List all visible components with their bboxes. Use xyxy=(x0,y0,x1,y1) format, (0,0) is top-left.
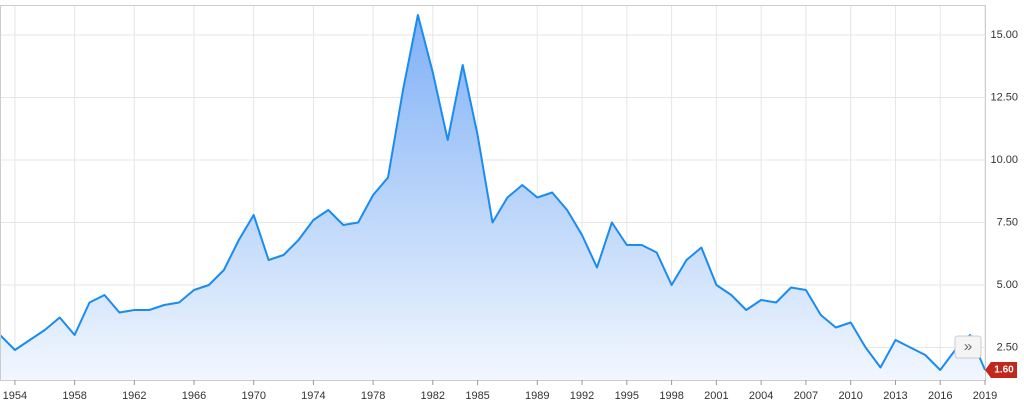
x-tick-label: 1989 xyxy=(525,390,549,402)
y-tick-label: 5.00 xyxy=(997,279,1018,291)
x-tick-label: 1962 xyxy=(122,390,146,402)
x-tick-label: 1992 xyxy=(570,390,594,402)
area xyxy=(0,15,985,380)
x-tick-label: 1974 xyxy=(301,390,325,402)
x-tick-label: 1958 xyxy=(62,390,86,402)
x-tick-label: 2016 xyxy=(928,390,952,402)
x-tick-label: 2013 xyxy=(883,390,907,402)
x-tick-label: 1985 xyxy=(465,390,489,402)
y-tick-label: 2.50 xyxy=(997,341,1018,353)
x-tick-label: 1954 xyxy=(3,390,27,402)
x-tick-label: 1998 xyxy=(659,390,683,402)
scroll-button[interactable]: » xyxy=(954,335,982,359)
x-tick-label: 2010 xyxy=(838,390,862,402)
value-badge xyxy=(985,362,1017,378)
y-tick-label: 10.00 xyxy=(990,154,1018,166)
x-tick-label: 1970 xyxy=(241,390,265,402)
x-tick-label: 1978 xyxy=(361,390,385,402)
x-tick-label: 2019 xyxy=(973,390,997,402)
svg-text:»: » xyxy=(964,338,972,355)
x-tick-label: 2001 xyxy=(704,390,728,402)
y-tick-label: 12.50 xyxy=(990,91,1018,103)
x-tick-label: 1982 xyxy=(421,390,445,402)
x-tick-label: 1966 xyxy=(182,390,206,402)
value-label: 1.60 xyxy=(994,365,1014,376)
y-tick-label: 7.50 xyxy=(997,216,1018,228)
x-tick-label: 2004 xyxy=(749,390,773,402)
line xyxy=(0,14,986,371)
plot-border xyxy=(0,5,986,381)
x-tick-label: 2007 xyxy=(794,390,818,402)
x-tick-label: 1995 xyxy=(615,390,639,402)
y-tick-label: 15.00 xyxy=(990,29,1018,41)
